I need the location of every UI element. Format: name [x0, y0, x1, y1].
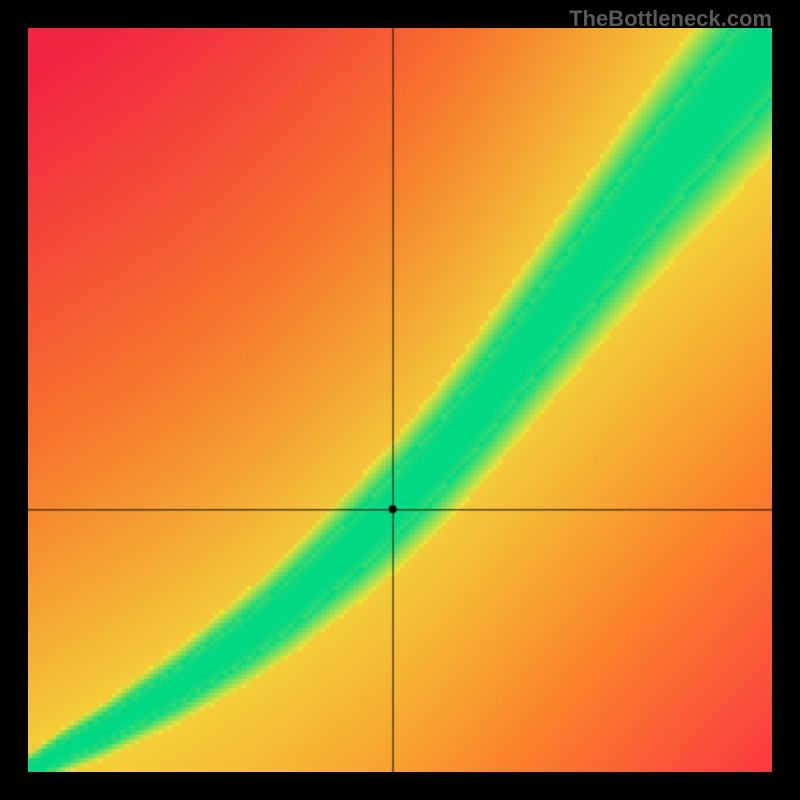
bottleneck-heatmap — [28, 28, 772, 772]
